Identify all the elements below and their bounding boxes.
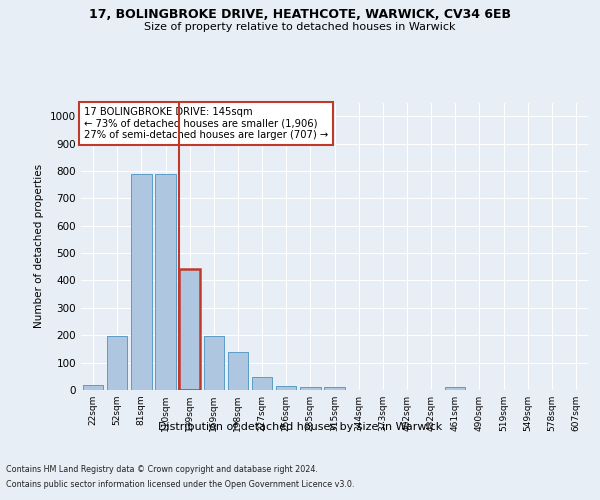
- Bar: [252, 376, 272, 390]
- Bar: [276, 386, 296, 390]
- Text: 17 BOLINGBROKE DRIVE: 145sqm
← 73% of detached houses are smaller (1,906)
27% of: 17 BOLINGBROKE DRIVE: 145sqm ← 73% of de…: [83, 107, 328, 140]
- Bar: [179, 268, 200, 390]
- Bar: [131, 174, 152, 390]
- Bar: [203, 336, 224, 390]
- Bar: [83, 385, 103, 390]
- Bar: [107, 336, 127, 390]
- Bar: [227, 352, 248, 390]
- Text: Contains public sector information licensed under the Open Government Licence v3: Contains public sector information licen…: [6, 480, 355, 489]
- Bar: [300, 388, 320, 390]
- Text: Contains HM Land Registry data © Crown copyright and database right 2024.: Contains HM Land Registry data © Crown c…: [6, 465, 318, 474]
- Text: 17, BOLINGBROKE DRIVE, HEATHCOTE, WARWICK, CV34 6EB: 17, BOLINGBROKE DRIVE, HEATHCOTE, WARWIC…: [89, 8, 511, 20]
- Bar: [445, 388, 466, 390]
- Bar: [155, 174, 176, 390]
- Text: Size of property relative to detached houses in Warwick: Size of property relative to detached ho…: [144, 22, 456, 32]
- Y-axis label: Number of detached properties: Number of detached properties: [34, 164, 44, 328]
- Bar: [324, 388, 345, 390]
- Text: Distribution of detached houses by size in Warwick: Distribution of detached houses by size …: [158, 422, 442, 432]
